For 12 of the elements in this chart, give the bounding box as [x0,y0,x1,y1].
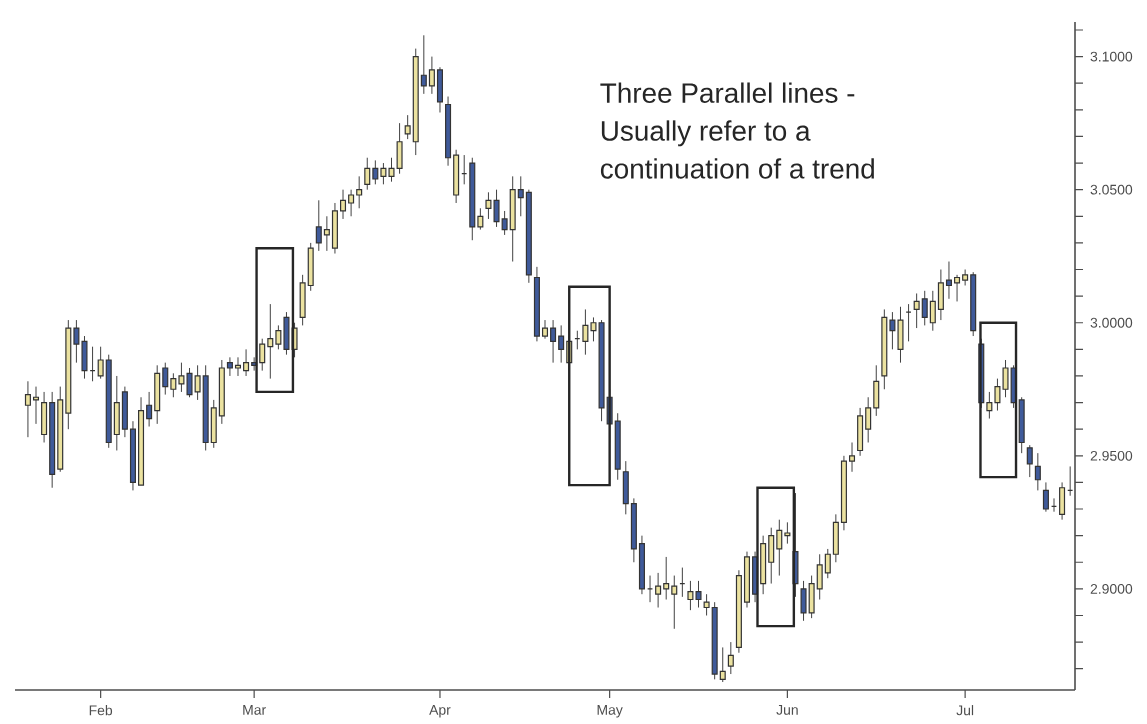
x-tick-label: Mar [243,704,266,715]
y-tick-label: 2.9500 [1090,450,1133,461]
annotation: Three Parallel lines - Usually refer to a continuation of a trend [600,82,874,179]
x-tick-label: May [597,704,623,718]
x-tick-label: Feb [89,704,113,716]
x-tick-label: Jul [956,704,974,716]
y-tick-label: 3.0000 [1090,317,1133,328]
y-tick-label: 2.9000 [1090,583,1133,594]
x-tick-label: Jun [776,704,798,715]
y-tick-label: 3.1000 [1090,51,1133,62]
y-tick-label: 3.0500 [1090,184,1133,195]
x-tick-label: Apr [429,704,451,718]
